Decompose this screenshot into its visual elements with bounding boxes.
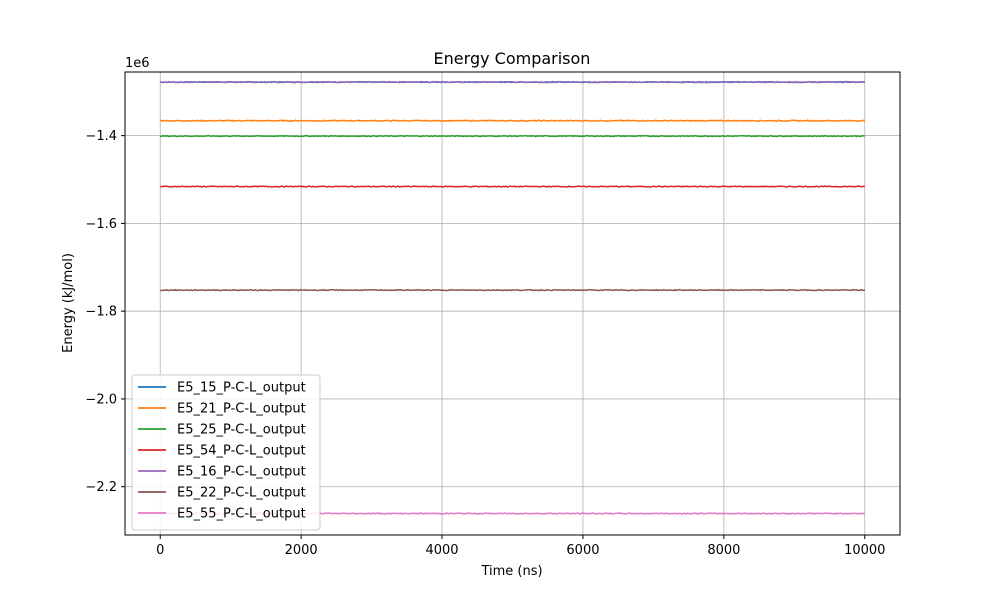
x-tick-label: 8000 — [707, 543, 740, 558]
series-line — [160, 288, 866, 292]
series-line — [160, 119, 865, 123]
legend-label: E5_55_P-C-L_output — [177, 507, 306, 522]
y-tick-label: −1.8 — [85, 305, 117, 320]
legend-label: E5_15_P-C-L_output — [177, 381, 306, 396]
legend-label: E5_22_P-C-L_output — [177, 486, 306, 501]
legend-label: E5_16_P-C-L_output — [177, 465, 306, 480]
y-axis-ticks: −1.4 −1.6 −1.8 −2.0 −2.2 — [85, 129, 125, 495]
y-tick-label: −2.0 — [85, 392, 117, 407]
legend: E5_15_P-C-L_output E5_21_P-C-L_output E5_2… — [131, 374, 321, 531]
legend-label: E5_25_P-C-L_output — [177, 423, 306, 438]
y-tick-label: −1.4 — [85, 129, 117, 144]
series-line — [160, 80, 865, 84]
chart-title: Energy Comparison — [434, 49, 591, 68]
y-tick-label: −1.6 — [85, 217, 117, 232]
y-axis-label: Energy (kJ/mol) — [61, 253, 76, 353]
x-tick-label: 0 — [156, 543, 164, 558]
x-tick-label: 10000 — [844, 543, 885, 558]
x-axis-label: Time (ns) — [480, 564, 542, 579]
series-line — [160, 134, 865, 138]
plot-frame — [124, 71, 901, 536]
x-axis-ticks: 0 2000 4000 6000 8000 10000 — [156, 535, 885, 558]
legend-label: E5_21_P-C-L_output — [177, 402, 306, 417]
x-tick-label: 6000 — [566, 543, 599, 558]
series-line — [160, 185, 865, 188]
y-offset-label: 1e6 — [125, 56, 150, 71]
x-tick-label: 2000 — [285, 543, 318, 558]
legend-box — [131, 374, 321, 531]
legend-label: E5_54_P-C-L_output — [177, 444, 306, 459]
y-tick-label: −2.2 — [85, 480, 117, 495]
x-tick-label: 4000 — [425, 543, 458, 558]
